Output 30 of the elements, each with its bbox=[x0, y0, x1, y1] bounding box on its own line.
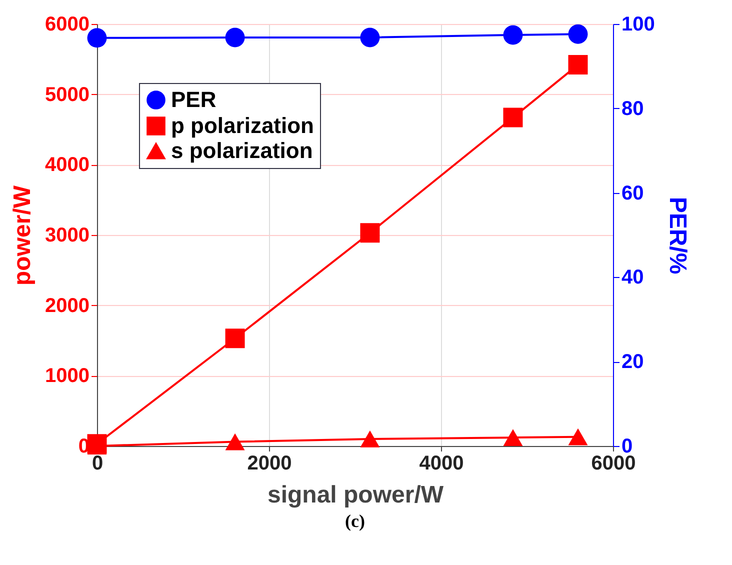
y2-tick-label: 100 bbox=[622, 14, 655, 36]
y-tick-label: 1000 bbox=[45, 365, 90, 388]
point bbox=[225, 433, 245, 450]
x-tick-label: 2000 bbox=[247, 452, 292, 474]
y2-tick-label: 60 bbox=[622, 182, 644, 204]
point bbox=[360, 430, 380, 448]
y-tick-label: 3000 bbox=[45, 224, 90, 246]
y2-axis-title: PER/% bbox=[664, 196, 691, 274]
legend-label: PER bbox=[171, 87, 216, 112]
y2-tick-label: 40 bbox=[622, 266, 644, 289]
point bbox=[568, 55, 588, 75]
y-tick-label: 2000 bbox=[45, 294, 90, 317]
point bbox=[225, 328, 245, 348]
y-tick-label: 5000 bbox=[45, 84, 90, 106]
text: (c) bbox=[345, 511, 365, 531]
legend-label: s polarization bbox=[171, 138, 313, 163]
x-tick-label: 4000 bbox=[419, 452, 464, 474]
x-tick-label: 6000 bbox=[591, 452, 636, 474]
x-tick-label: 0 bbox=[92, 452, 104, 474]
point bbox=[503, 108, 523, 128]
y-tick-label: 4000 bbox=[45, 154, 90, 176]
point bbox=[360, 223, 380, 243]
point bbox=[503, 429, 523, 446]
y2-tick-label: 80 bbox=[622, 98, 644, 120]
point bbox=[568, 428, 588, 446]
legend-label: p polarization bbox=[171, 113, 314, 138]
y-tick-label: 6000 bbox=[45, 14, 90, 36]
x-axis-title: signal power/W bbox=[267, 482, 444, 508]
y2-tick-label: 20 bbox=[622, 351, 644, 374]
y-axis-title: power/W bbox=[9, 185, 36, 286]
